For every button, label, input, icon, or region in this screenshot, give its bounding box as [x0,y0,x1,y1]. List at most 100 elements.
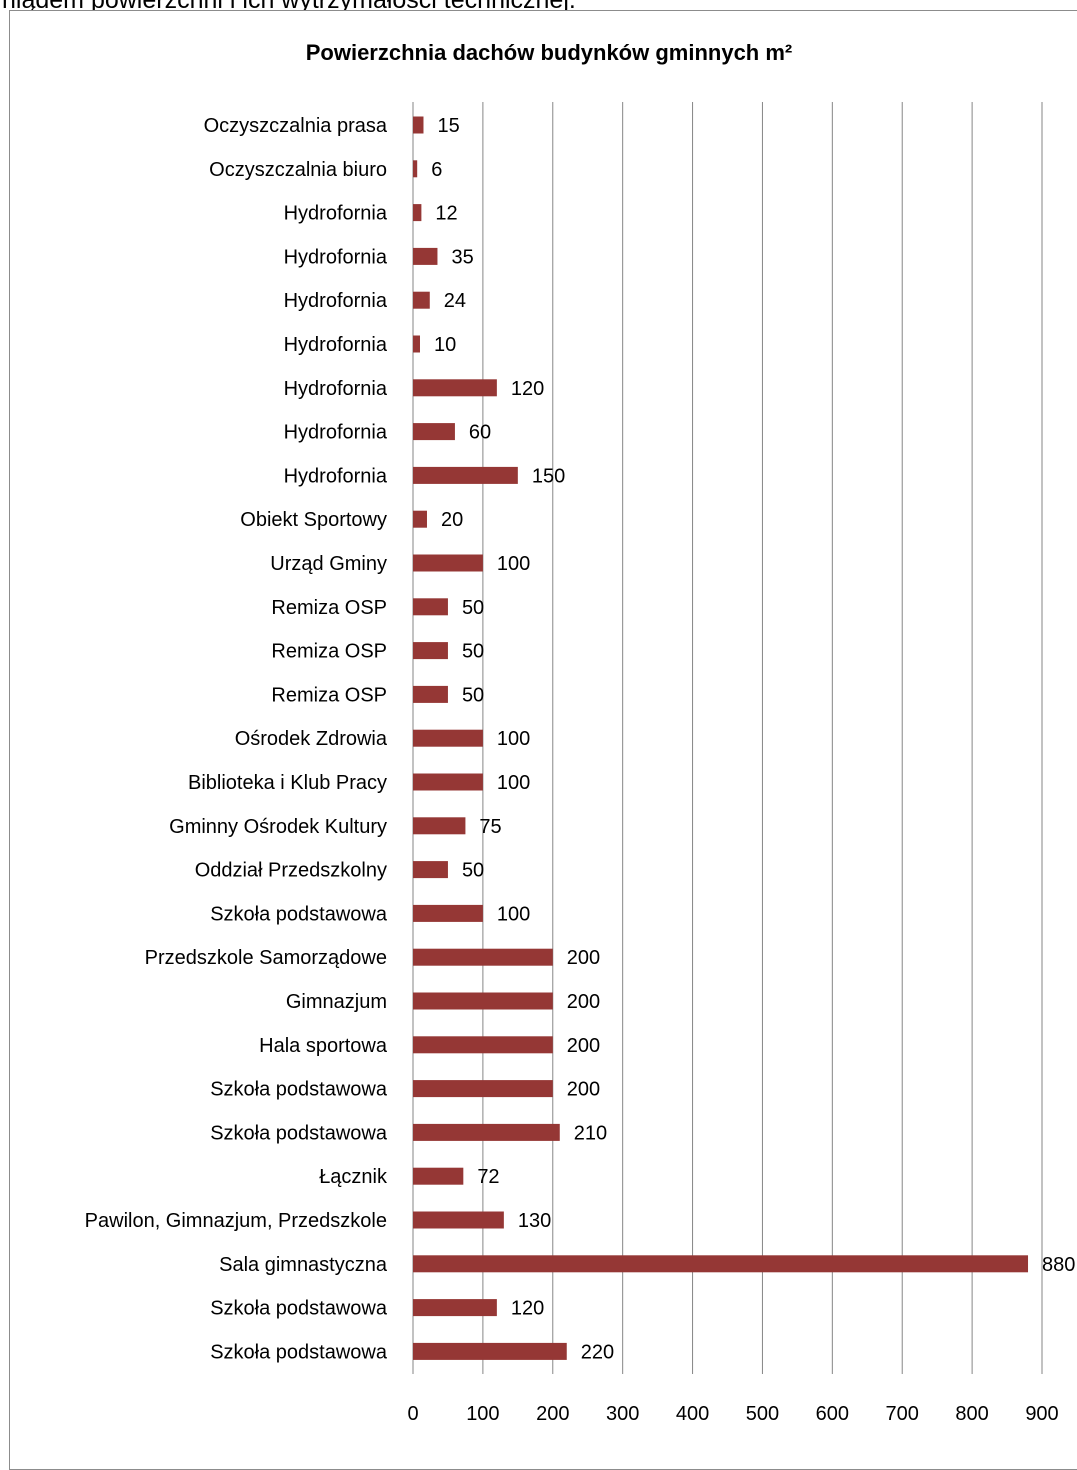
category-label: Łącznik [319,1166,388,1188]
x-tick-label: 200 [536,1403,569,1425]
bar [413,335,420,353]
bar [413,379,497,397]
bar [413,116,424,134]
x-tick-label: 300 [606,1403,639,1425]
category-label: Hydrofornia [284,246,388,268]
category-label: Szkoła podstawowa [210,1079,388,1101]
bar [413,1080,553,1098]
category-label: Hydrofornia [284,290,388,312]
value-label: 210 [574,1122,607,1144]
bar [413,598,448,616]
category-label: Oczyszczalnia biuro [209,159,387,181]
bar [413,1167,464,1185]
bars [413,116,1029,1360]
value-label: 200 [567,947,600,969]
category-label: Sala gimnastyczna [219,1254,388,1276]
category-label: Gminny Ośrodek Kultury [169,816,387,838]
category-label: Hydrofornia [284,203,388,225]
bar [413,773,483,791]
chart-title: Powierzchnia dachów budynków gminnych m² [306,40,793,65]
value-label: 120 [511,1298,544,1320]
bar [413,554,483,572]
category-label: Hydrofornia [284,334,388,356]
category-labels: Oczyszczalnia prasa Oczyszczalnia biuro Hy… [85,115,388,1363]
x-tick-label: 400 [676,1403,709,1425]
value-label: 200 [567,1079,600,1101]
value-label: 200 [567,991,600,1013]
bar [413,423,455,441]
value-label: 880 [1042,1254,1075,1276]
value-label: 50 [462,684,484,706]
value-label: 200 [567,1035,600,1057]
category-label: Szkoła podstawowa [210,1298,388,1320]
value-label: 12 [435,203,457,225]
bar [413,729,483,747]
category-label: Hydrofornia [284,378,388,400]
category-label: Obiekt Sportowy [240,509,387,531]
gridlines [412,102,1043,1374]
value-label: 72 [477,1166,499,1188]
bar [413,160,418,178]
value-label: 6 [431,159,442,181]
bar [413,1299,497,1317]
value-label: 150 [532,465,565,487]
category-label: Oczyszczalnia prasa [204,115,388,137]
value-label: 50 [462,597,484,619]
bar [413,992,553,1010]
category-label: Oddział Przedszkolny [195,860,387,882]
x-tick-label: 500 [746,1403,779,1425]
value-labels: 15 6 12 35 24 10 120 60 150 20 100 50 50 50 100 100 75 50… [431,115,1075,1363]
bar [413,1255,1029,1273]
category-label: Remiza OSP [271,684,387,706]
x-tick-label: 900 [1025,1403,1058,1425]
bar [413,1036,553,1054]
value-label: 100 [497,772,530,794]
bar-chart: Powierzchnia dachów budynków gminnych m²… [85,40,1076,1425]
value-label: 120 [511,378,544,400]
bar [413,247,438,265]
category-label: Szkoła podstawowa [210,1341,388,1363]
bar [413,1211,504,1229]
value-label: 15 [437,115,459,137]
bar [413,904,483,922]
value-label: 220 [581,1341,614,1363]
x-tick-label: 700 [886,1403,919,1425]
value-label: 60 [469,422,491,444]
x-tick-label: 600 [816,1403,849,1425]
value-label: 35 [451,246,473,268]
category-label: Hydrofornia [284,422,388,444]
bar [413,861,448,879]
bar [413,1342,567,1360]
value-label: 24 [444,290,466,312]
x-axis-ticks: 0 100 200 300 400 500 600 700 800 900 [407,1403,1058,1425]
value-label: 100 [497,553,530,575]
bar [413,204,422,222]
bar [413,291,430,309]
x-tick-label: 0 [407,1403,418,1425]
value-label: 50 [462,641,484,663]
value-label: 130 [518,1210,551,1232]
category-label: Przedszkole Samorządowe [145,947,387,969]
category-label: Hala sportowa [259,1035,388,1057]
category-label: Hydrofornia [284,465,388,487]
category-label: Remiza OSP [271,641,387,663]
bar [413,817,466,835]
category-label: Ośrodek Zdrowia [235,728,388,750]
category-label: Gimnazjum [286,991,387,1013]
bar [413,685,448,703]
category-label: Urząd Gminy [270,553,387,575]
value-label: 10 [434,334,456,356]
bar [413,466,518,484]
value-label: 75 [479,816,501,838]
value-label: 100 [497,728,530,750]
category-label: Szkoła podstawowa [210,903,388,925]
bar [413,948,553,966]
category-label: Biblioteka i Klub Pracy [188,772,387,794]
bar [413,642,448,660]
x-tick-label: 100 [466,1403,499,1425]
category-label: Pawilon, Gimnazjum, Przedszkole [85,1210,387,1232]
category-label: Remiza OSP [271,597,387,619]
value-label: 100 [497,903,530,925]
value-label: 50 [462,860,484,882]
x-tick-label: 800 [955,1403,988,1425]
